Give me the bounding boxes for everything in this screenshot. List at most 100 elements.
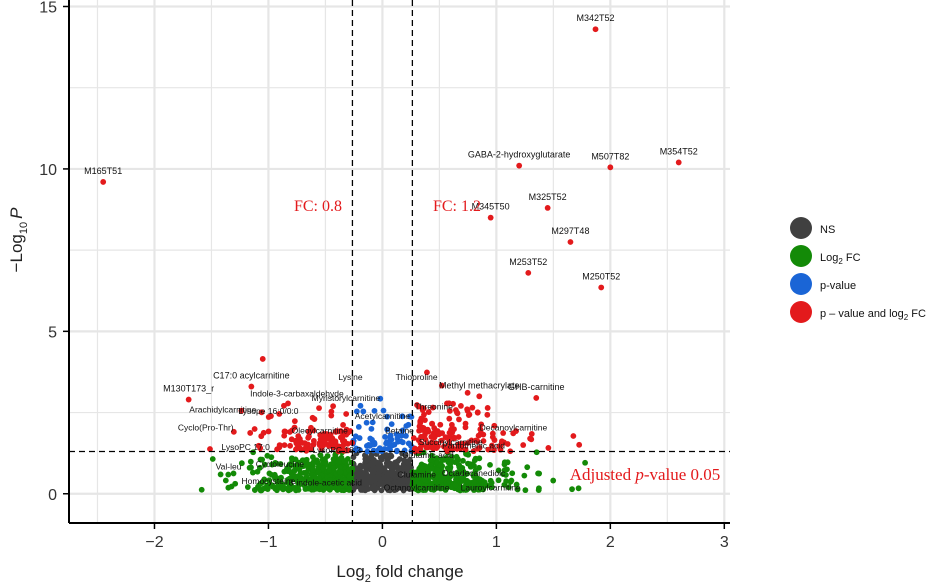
data-point [339, 482, 346, 489]
data-point [330, 444, 337, 451]
data-point [412, 448, 419, 455]
data-point [340, 422, 346, 428]
data-point [297, 445, 304, 452]
data-point [378, 456, 385, 463]
data-point [472, 467, 479, 474]
data-point [472, 437, 479, 444]
data-point [375, 464, 382, 470]
data-point [448, 421, 455, 428]
metabolite-label: Myristorylcarnitine [312, 393, 381, 403]
data-point [398, 432, 405, 439]
data-point [376, 480, 383, 487]
data-point [456, 464, 463, 470]
data-point [448, 484, 455, 491]
data-point [415, 403, 422, 410]
point-label: M297T48 [551, 226, 589, 236]
data-point [261, 461, 268, 468]
data-point [362, 464, 369, 470]
data-point [317, 432, 324, 438]
tick-layer: −2 −1 0 1 2 3 0 5 10 15 [39, 0, 729, 551]
data-point [675, 159, 682, 166]
legend-label-p: p-value [820, 280, 856, 292]
metabolite-label: Arachidylcarnitine [189, 405, 256, 415]
data-point [449, 454, 455, 460]
point-label: M507T82 [591, 151, 629, 161]
metabolite-label: Homocysteine [242, 476, 296, 486]
metabolite-label: Thioproline [396, 372, 438, 382]
point-label: M345T50 [472, 202, 510, 212]
data-point [225, 471, 232, 478]
data-point [185, 396, 192, 403]
data-point [444, 400, 450, 407]
data-point [392, 479, 399, 486]
data-point [478, 421, 485, 428]
data-point [417, 420, 424, 426]
data-point [260, 429, 267, 436]
data-point [327, 431, 334, 438]
data-point [535, 470, 541, 477]
data-point [489, 430, 496, 437]
data-point [474, 409, 481, 416]
legend-label-ns: NS [820, 224, 835, 236]
data-point [309, 414, 316, 421]
data-point [422, 436, 429, 443]
data-point [388, 453, 395, 460]
data-point [535, 487, 542, 493]
data-point [247, 458, 254, 465]
data-point [429, 465, 435, 472]
data-point [458, 403, 464, 409]
data-point [334, 485, 341, 492]
data-point [598, 284, 605, 291]
data-point [460, 457, 466, 464]
data-point [452, 459, 458, 465]
data-point [428, 456, 435, 463]
data-point [248, 383, 255, 390]
data-point [403, 474, 410, 481]
data-point [400, 487, 407, 494]
data-point [491, 422, 498, 429]
data-point [607, 164, 614, 171]
point-label: M354T52 [660, 146, 698, 156]
data-point [288, 436, 295, 443]
data-point [337, 469, 344, 476]
data-point [289, 427, 295, 434]
data-point [471, 478, 478, 485]
metabolite-label: Val-leu [216, 461, 242, 471]
data-point [403, 432, 409, 439]
data-point [376, 445, 383, 452]
data-point [261, 485, 268, 492]
data-point [386, 471, 393, 478]
data-point [569, 486, 575, 493]
data-point [495, 477, 502, 484]
data-point [446, 479, 453, 486]
data-point [247, 430, 254, 436]
data-point [439, 382, 445, 389]
data-point [480, 438, 487, 444]
data-point [258, 480, 265, 487]
data-point [460, 468, 467, 475]
data-point [386, 482, 393, 489]
data-point [266, 477, 273, 484]
data-point [327, 477, 333, 483]
data-point [456, 416, 462, 423]
point-label: Methyl methacrylate [439, 380, 520, 390]
data-point [198, 486, 205, 493]
metabolite-label: 3-indole-acetic acid [289, 478, 363, 488]
data-point [399, 413, 406, 420]
data-point [354, 465, 360, 472]
point-layer [100, 26, 682, 494]
data-point [251, 426, 258, 432]
data-point [451, 435, 458, 442]
data-point [464, 389, 471, 396]
data-point [238, 407, 245, 414]
data-point [429, 474, 436, 481]
data-point [465, 451, 472, 458]
data-point [396, 456, 403, 462]
data-point [308, 424, 314, 431]
data-point [377, 395, 384, 402]
data-point [476, 486, 483, 493]
data-point [285, 476, 291, 483]
data-point [510, 430, 517, 437]
data-point [525, 269, 532, 276]
